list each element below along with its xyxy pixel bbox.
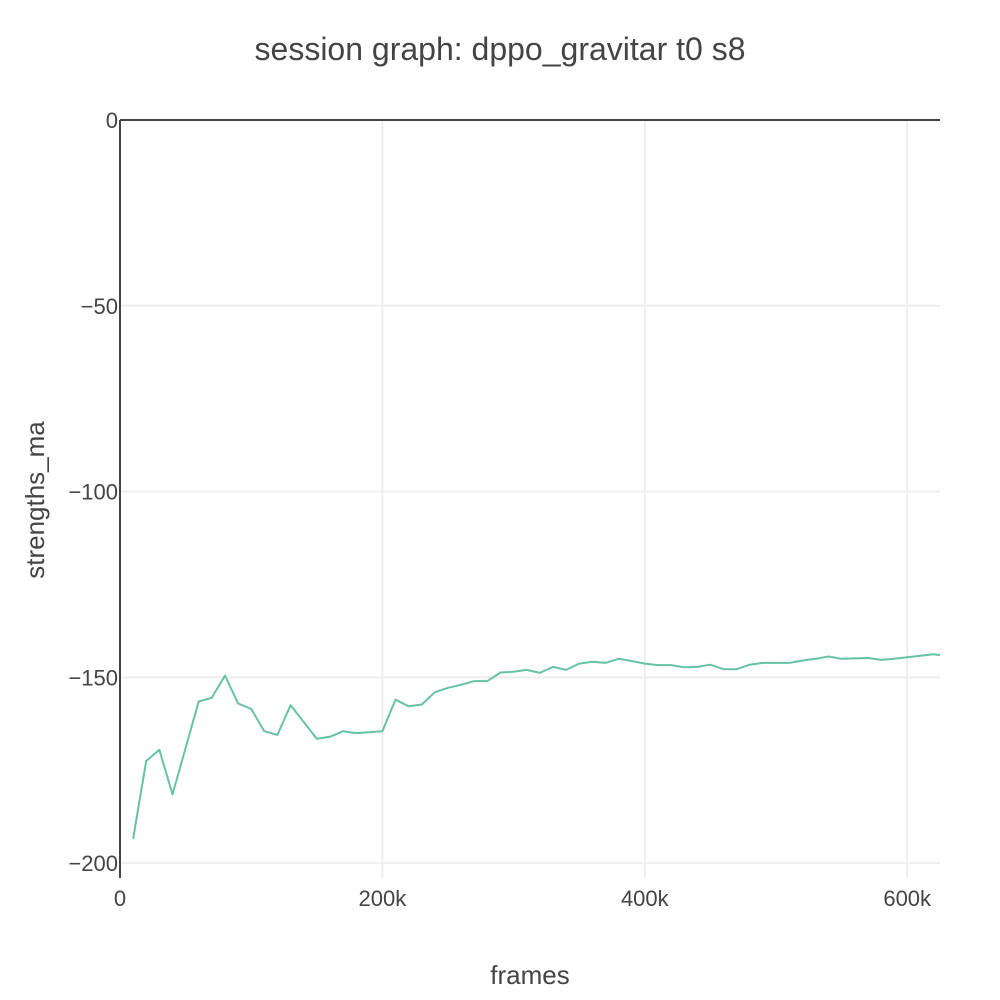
y-tick-label: −100 [68, 480, 118, 505]
y-tick-label: −150 [68, 665, 118, 690]
x-tick-label: 400k [621, 886, 670, 911]
y-tick-label: −200 [68, 851, 118, 876]
x-axis-title: frames [490, 960, 569, 990]
gridlines [120, 120, 940, 878]
series-line [132, 653, 941, 840]
y-tick-label: −50 [81, 294, 118, 319]
x-tick-label: 200k [359, 886, 408, 911]
axes [119, 119, 940, 878]
x-tick-label: 0 [114, 886, 126, 911]
series-layer [132, 653, 941, 840]
y-axis-title: strengths_ma [20, 421, 50, 579]
y-tick-label: 0 [106, 108, 118, 133]
chart-title: session graph: dppo_gravitar t0 s8 [255, 31, 746, 67]
tick-labels: 0 200k 400k 600k 0 −50 −100 −150 −200 [68, 108, 932, 911]
x-tick-label: 600k [883, 886, 932, 911]
